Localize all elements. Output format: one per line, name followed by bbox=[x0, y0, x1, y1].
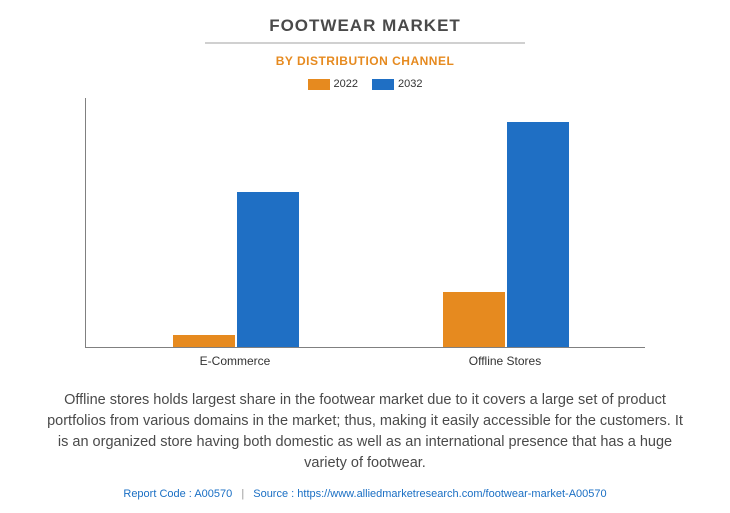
report-code-value: A00570 bbox=[194, 488, 232, 500]
chart-legend: 2022 2032 bbox=[308, 78, 423, 90]
bar-offline-2022 bbox=[443, 292, 505, 347]
bar-group-offline bbox=[406, 122, 606, 347]
report-code-label: Report Code : bbox=[123, 488, 191, 500]
chart-title: FOOTWEAR MARKET bbox=[269, 16, 461, 36]
legend-item-2032: 2032 bbox=[372, 78, 422, 90]
chart-description: Offline stores holds largest share in th… bbox=[40, 390, 690, 474]
x-axis-labels: E-Commerce Offline Stores bbox=[85, 354, 645, 372]
source-label: Source : bbox=[253, 488, 294, 500]
bar-group-ecommerce bbox=[136, 192, 336, 347]
legend-swatch-2032 bbox=[372, 79, 394, 90]
source-url: https://www.alliedmarketresearch.com/foo… bbox=[297, 488, 606, 500]
chart-plot-area bbox=[85, 98, 645, 348]
title-underline bbox=[205, 42, 525, 44]
bar-ecommerce-2022 bbox=[173, 335, 235, 348]
chart-subtitle: BY DISTRIBUTION CHANNEL bbox=[276, 54, 455, 68]
footer-separator: | bbox=[241, 488, 244, 500]
legend-swatch-2022 bbox=[308, 79, 330, 90]
legend-label-2022: 2022 bbox=[334, 78, 358, 90]
bar-offline-2032 bbox=[507, 122, 569, 347]
legend-item-2022: 2022 bbox=[308, 78, 358, 90]
chart-footer: Report Code : A00570 | Source : https://… bbox=[123, 488, 606, 500]
bar-ecommerce-2032 bbox=[237, 192, 299, 347]
xlabel-offline: Offline Stores bbox=[405, 354, 605, 368]
xlabel-ecommerce: E-Commerce bbox=[135, 354, 335, 368]
legend-label-2032: 2032 bbox=[398, 78, 422, 90]
